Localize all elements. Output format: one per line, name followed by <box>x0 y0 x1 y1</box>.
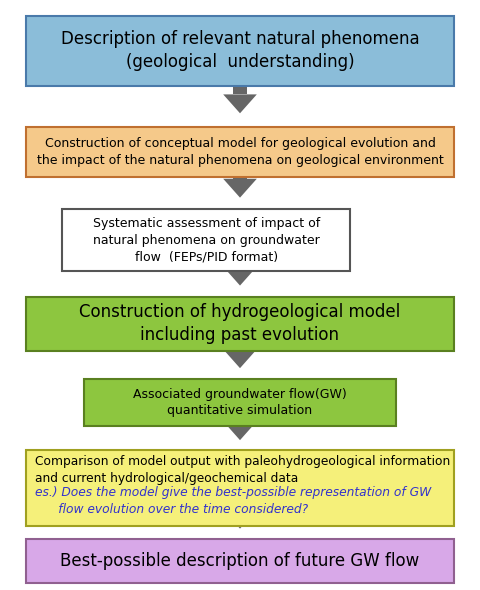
Text: es.) Does the model give the best-possible representation of GW
      flow evolu: es.) Does the model give the best-possib… <box>35 486 432 516</box>
Text: Associated groundwater flow(GW)
quantitative simulation: Associated groundwater flow(GW) quantita… <box>133 388 347 417</box>
Polygon shape <box>223 94 257 113</box>
Text: Construction of conceptual model for geological evolution and
the impact of the : Construction of conceptual model for geo… <box>36 137 444 167</box>
Polygon shape <box>223 179 257 198</box>
Text: Construction of hydrogeological model
including past evolution: Construction of hydrogeological model in… <box>79 303 401 345</box>
Polygon shape <box>233 86 247 94</box>
Text: Comparison of model output with paleohydrogeological information
and current hyd: Comparison of model output with paleohyd… <box>35 455 450 485</box>
Text: Best-possible description of future GW flow: Best-possible description of future GW f… <box>60 552 420 570</box>
Text: Description of relevant natural phenomena
(geological  understanding): Description of relevant natural phenomen… <box>60 30 420 71</box>
Polygon shape <box>223 349 257 368</box>
FancyBboxPatch shape <box>26 450 454 526</box>
Polygon shape <box>223 421 257 440</box>
Polygon shape <box>223 510 257 529</box>
FancyBboxPatch shape <box>26 127 454 177</box>
FancyBboxPatch shape <box>62 209 350 271</box>
Polygon shape <box>233 177 247 179</box>
FancyBboxPatch shape <box>26 16 454 86</box>
FancyBboxPatch shape <box>26 539 454 583</box>
FancyBboxPatch shape <box>26 297 454 351</box>
Polygon shape <box>223 267 257 286</box>
Text: Systematic assessment of impact of
natural phenomena on groundwater
flow  (FEPs/: Systematic assessment of impact of natur… <box>93 218 320 263</box>
FancyBboxPatch shape <box>84 379 396 426</box>
